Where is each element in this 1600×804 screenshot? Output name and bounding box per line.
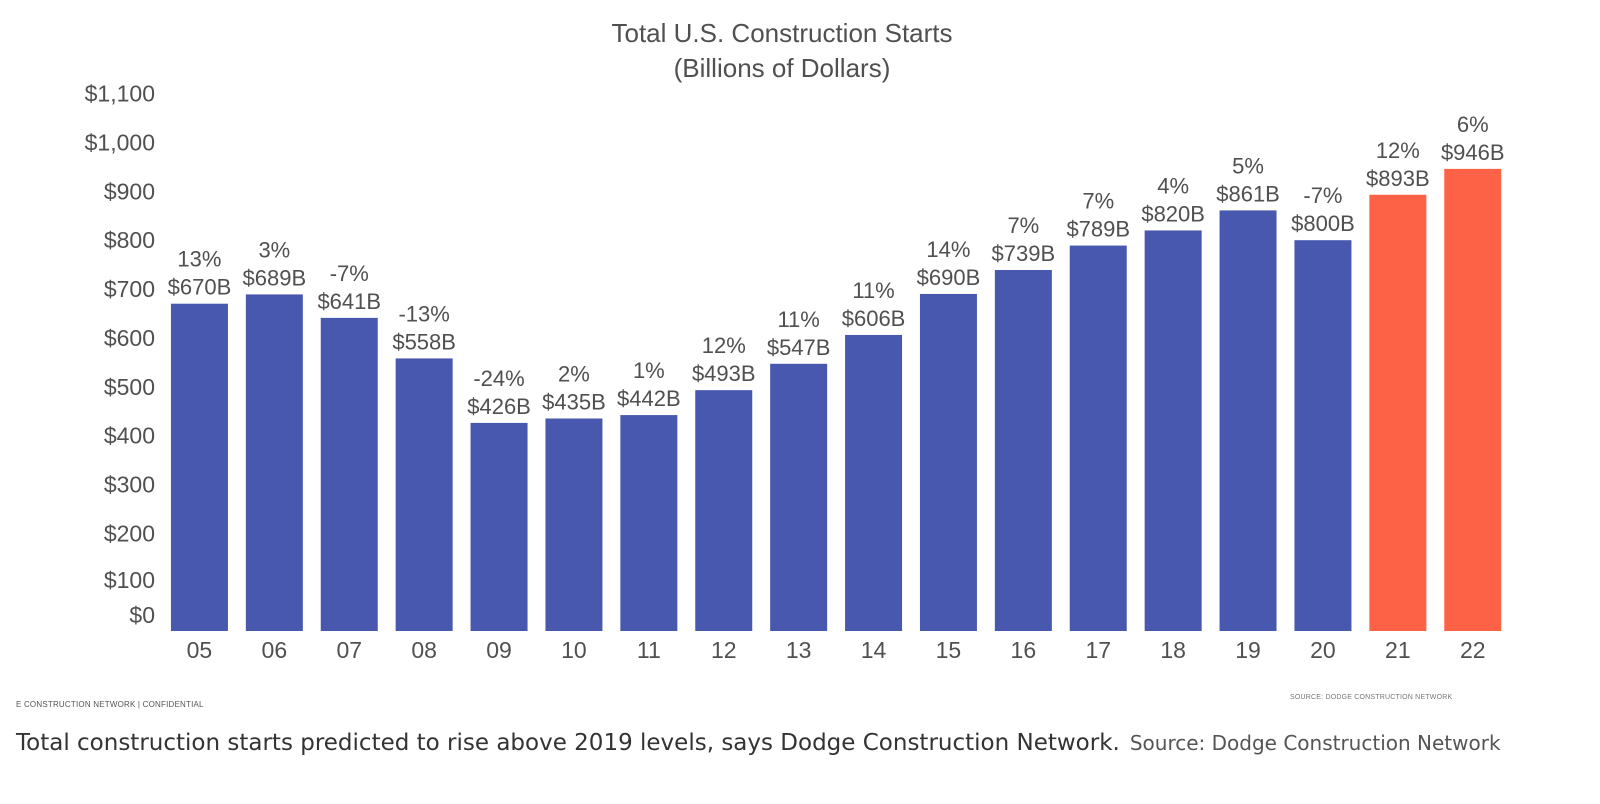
percent-label: 12%: [1376, 138, 1420, 163]
percent-label: 13%: [177, 247, 221, 272]
percent-label: -24%: [473, 366, 524, 391]
value-label: $800B: [1291, 211, 1355, 236]
value-label: $426B: [467, 394, 531, 419]
y-tick-label: $800: [104, 227, 155, 253]
percent-label: 11%: [777, 307, 819, 332]
y-tick-label: $0: [129, 602, 155, 628]
x-tick-label: 09: [486, 637, 512, 663]
bar: [695, 390, 753, 631]
value-label: $493B: [692, 361, 756, 386]
value-label: $606B: [842, 306, 906, 331]
bar: [320, 317, 378, 631]
value-label: $893B: [1366, 166, 1430, 191]
percent-label: 1%: [633, 358, 665, 383]
x-tick-label: 11: [637, 637, 661, 663]
x-tick-label: 16: [1011, 637, 1037, 663]
value-label: $739B: [992, 241, 1056, 266]
footer-confidential: E CONSTRUCTION NETWORK | CONFIDENTIAL: [16, 700, 204, 709]
y-tick-label: $600: [104, 325, 155, 351]
bar: [395, 358, 453, 631]
y-tick-label: $900: [104, 178, 155, 204]
value-label: $789B: [1066, 217, 1130, 242]
bar: [994, 269, 1052, 631]
bar: [1369, 194, 1427, 631]
x-tick-label: 13: [786, 637, 812, 663]
percent-label: -13%: [398, 301, 449, 326]
bar: [620, 415, 678, 631]
percent-label: 4%: [1157, 173, 1189, 198]
x-tick-label: 20: [1310, 637, 1336, 663]
value-label: $861B: [1216, 181, 1280, 206]
footer-source: SOURCE: DODGE CONSTRUCTION NETWORK: [1290, 694, 1453, 701]
chart-title: Total U.S. Construction Starts: [611, 18, 952, 48]
chart-area: Total U.S. Construction Starts (Billions …: [85, 18, 1505, 663]
x-tick-label: 15: [936, 637, 962, 663]
bar: [1144, 230, 1202, 631]
value-label: $641B: [317, 289, 381, 314]
percent-label: 14%: [926, 237, 970, 262]
chart-subtitle: (Billions of Dollars): [674, 53, 891, 83]
value-label: $547B: [767, 335, 831, 360]
bar: [770, 363, 828, 631]
x-tick-label: 17: [1085, 637, 1111, 663]
bar: [1219, 210, 1277, 632]
percent-label: 2%: [558, 362, 590, 387]
percent-label: 11%: [852, 278, 894, 303]
percent-label: 6%: [1457, 112, 1489, 137]
percent-label: 3%: [258, 237, 290, 262]
bar: [1069, 245, 1127, 632]
x-tick-label: 08: [411, 637, 437, 663]
value-label: $442B: [617, 386, 681, 411]
percent-label: 7%: [1082, 189, 1114, 214]
y-tick-label: $1,000: [85, 130, 155, 156]
x-tick-label: 19: [1235, 637, 1261, 663]
percent-label: 7%: [1007, 213, 1039, 238]
x-tick-label: 12: [711, 637, 737, 663]
x-tick-label: 10: [561, 637, 587, 663]
value-label: $690B: [917, 265, 981, 290]
bar: [170, 303, 228, 631]
bar: [470, 422, 528, 631]
bar: [845, 334, 903, 631]
bar-chart: Total U.S. Construction Starts (Billions …: [85, 18, 1505, 663]
y-tick-label: $700: [104, 276, 155, 302]
value-label: $946B: [1441, 140, 1505, 165]
value-label: $820B: [1141, 201, 1205, 226]
value-label: $435B: [542, 390, 606, 415]
caption-text: Total construction starts predicted to r…: [16, 730, 1120, 756]
x-tick-label: 07: [336, 637, 362, 663]
y-tick-label: $1,100: [85, 81, 155, 107]
percent-label: 12%: [702, 333, 746, 358]
y-tick-label: $100: [104, 567, 155, 593]
x-tick-label: 05: [187, 637, 213, 663]
bar: [245, 294, 303, 631]
bar: [1294, 240, 1352, 631]
value-label: $670B: [168, 275, 232, 300]
x-tick-label: 14: [861, 637, 887, 663]
x-tick-label: 22: [1460, 637, 1486, 663]
caption-source: Source: Dodge Construction Network: [1129, 731, 1501, 755]
bar: [919, 293, 977, 631]
y-tick-label: $200: [104, 520, 155, 546]
percent-label: -7%: [1303, 183, 1342, 208]
y-tick-label: $500: [104, 374, 155, 400]
bar: [545, 418, 603, 631]
x-tick-label: 21: [1385, 637, 1411, 663]
x-tick-label: 18: [1160, 637, 1186, 663]
bar: [1444, 168, 1502, 631]
percent-label: -7%: [330, 261, 369, 286]
value-label: $689B: [243, 265, 307, 290]
y-tick-label: $300: [104, 471, 155, 497]
percent-label: 5%: [1232, 153, 1264, 178]
figure-caption: Total construction starts predicted to r…: [16, 722, 1516, 766]
value-label: $558B: [392, 329, 456, 354]
y-tick-label: $400: [104, 423, 155, 449]
x-tick-label: 06: [262, 637, 288, 663]
